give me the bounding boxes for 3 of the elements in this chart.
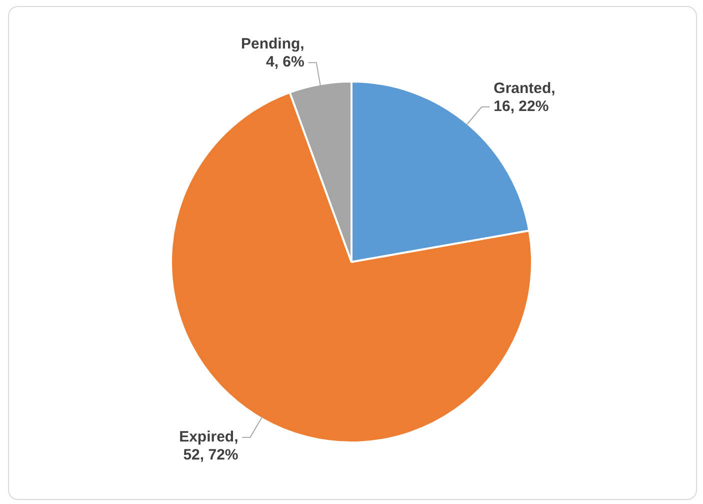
slice-label: Expired, 52, 72% (179, 428, 238, 464)
slice-label: Pending, 4, 6% (240, 36, 304, 71)
slice-label: Granted, 16, 22% (494, 80, 556, 116)
